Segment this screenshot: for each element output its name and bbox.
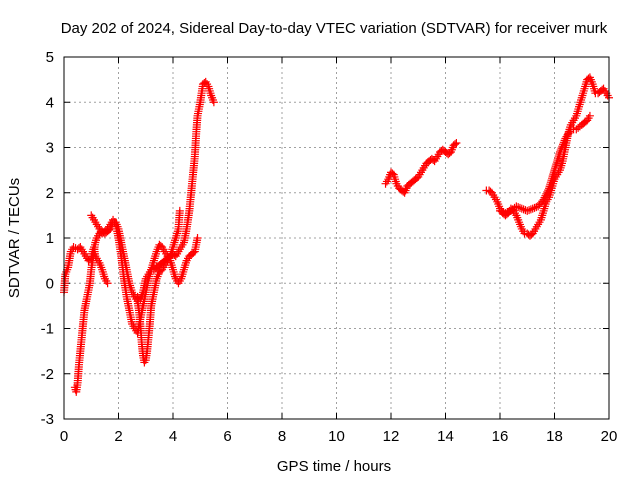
data-point: [585, 111, 594, 120]
x-tick-label: 10: [328, 428, 345, 445]
data-point: [546, 180, 555, 189]
x-tick-label: 4: [169, 428, 177, 445]
data-point: [554, 152, 563, 161]
data-point: [559, 138, 568, 147]
data-point: [556, 146, 565, 155]
data-point: [525, 206, 534, 215]
data-point: [549, 168, 558, 177]
y-tick-label: -1: [41, 321, 54, 338]
data-point: [551, 164, 560, 173]
data-point: [541, 191, 550, 200]
data-point: [547, 176, 556, 185]
data-point: [193, 234, 202, 242]
data-point: [514, 203, 523, 212]
y-tick-label: 1: [46, 230, 54, 247]
data-point: [549, 170, 558, 179]
data-point: [546, 178, 555, 187]
data-point: [551, 162, 560, 171]
y-tick-label: 4: [46, 94, 54, 111]
data-point: [497, 207, 506, 216]
data-point: [512, 202, 521, 211]
data-point: [209, 98, 218, 107]
data-point: [544, 186, 553, 195]
data-point: [540, 193, 549, 202]
data-point: [528, 204, 537, 213]
x-tick-label: 8: [278, 428, 286, 445]
data-point: [388, 169, 397, 178]
data-point: [553, 156, 562, 165]
data-point: [554, 154, 563, 163]
y-tick-label: 2: [46, 185, 54, 202]
data-point: [548, 174, 557, 183]
data-point: [557, 144, 566, 153]
y-tick-label: 3: [46, 140, 54, 157]
data-point: [552, 158, 561, 167]
data-point: [539, 195, 548, 204]
data-point: [530, 203, 539, 212]
data-point: [452, 138, 461, 147]
data-point: [550, 166, 559, 175]
data-point: [496, 206, 504, 215]
x-tick-label: 14: [437, 428, 454, 445]
x-tick-label: 20: [601, 428, 618, 445]
data-point: [103, 279, 112, 288]
data-point: [542, 189, 551, 198]
data-point: [545, 184, 554, 193]
data-point: [558, 142, 567, 151]
data-point: [503, 208, 512, 217]
x-tick-label: 2: [114, 428, 122, 445]
x-axis-label: GPS time / hours: [277, 458, 391, 475]
data-point: [555, 150, 564, 159]
y-tick-label: -2: [41, 366, 54, 383]
data-point: [565, 127, 574, 136]
data-point: [515, 203, 524, 212]
data-point: [175, 206, 184, 215]
data-point: [519, 205, 528, 214]
x-tick-label: 0: [60, 428, 68, 445]
x-tick-label: 6: [223, 428, 231, 445]
data-point: [559, 140, 568, 149]
data-point: [189, 248, 198, 257]
x-tick-label: 18: [546, 428, 563, 445]
data-point: [545, 182, 554, 191]
data-points: [60, 73, 613, 396]
y-tick-label: -3: [41, 411, 54, 428]
plot-frame: [63, 56, 610, 420]
data-point: [526, 205, 535, 214]
data-point: [69, 243, 78, 252]
data-point: [548, 172, 557, 181]
data-point: [451, 140, 460, 149]
data-point: [552, 160, 561, 169]
y-axis-label: SDTVAR / TECUs: [6, 178, 23, 298]
data-point: [555, 148, 564, 157]
data-point: [523, 206, 532, 215]
y-tick-label: 0: [46, 275, 54, 292]
data-point: [517, 204, 526, 213]
data-point: [543, 187, 552, 196]
y-tick-label: 5: [46, 49, 54, 66]
chart-title: Day 202 of 2024, Sidereal Day-to-day VTE…: [61, 20, 608, 37]
data-point: [501, 209, 510, 218]
x-tick-label: 16: [492, 428, 509, 445]
data-point: [560, 136, 569, 145]
x-tick-label: 12: [383, 428, 400, 445]
